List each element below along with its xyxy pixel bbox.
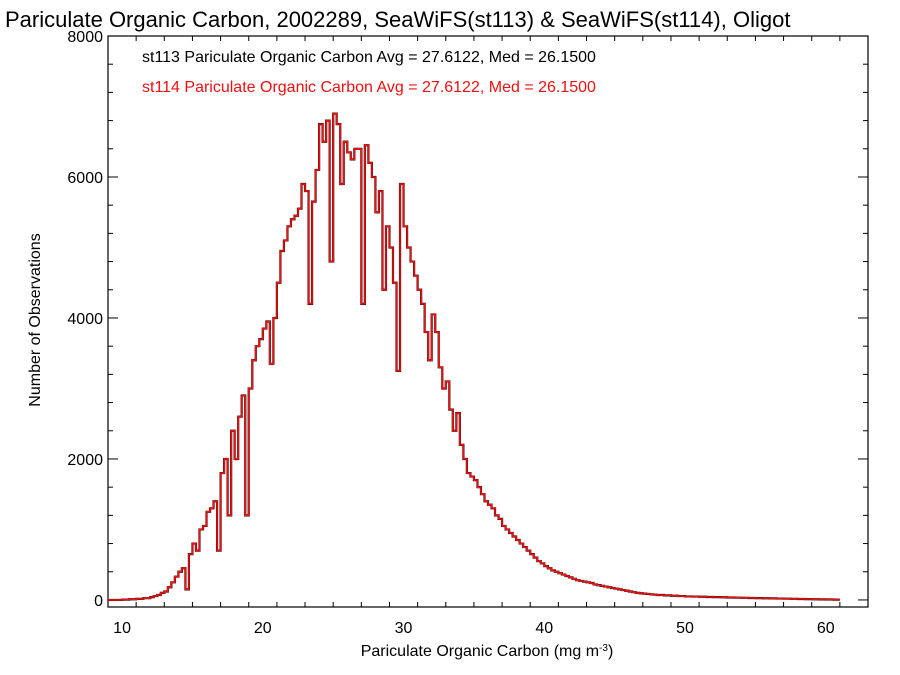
x-tick-label: 30 — [395, 620, 413, 637]
x-tick-label: 60 — [817, 620, 835, 637]
y-tick-label: 2000 — [67, 452, 103, 469]
x-tick-label: 10 — [113, 620, 131, 637]
y-tick-label: 4000 — [67, 311, 103, 328]
y-tick-label: 8000 — [67, 29, 103, 46]
chart-title: Pariculate Organic Carbon, 2002289, SeaW… — [5, 7, 790, 32]
x-axis-label-superscript: -3 — [599, 643, 608, 654]
x-tick-label: 40 — [535, 620, 553, 637]
plot-area: 10 20 30 40 50 60 0 2000 4000 6000 8000 — [67, 29, 869, 637]
y-tick-label: 6000 — [67, 170, 103, 187]
legend-entry-st113: st113 Pariculate Organic Carbon Avg = 27… — [142, 49, 596, 66]
x-axis-label: Pariculate Organic Carbon (mg m-3) — [361, 643, 614, 661]
histogram-st114 — [108, 112, 840, 601]
y-axis-label: Number of Observations — [27, 233, 44, 406]
y-tick-label: 0 — [94, 593, 103, 610]
x-tick-label: 20 — [254, 620, 272, 637]
legend-entry-st114: st114 Pariculate Organic Carbon Avg = 27… — [142, 79, 596, 96]
x-tick-label: 50 — [676, 620, 694, 637]
plot-frame — [107, 35, 869, 608]
